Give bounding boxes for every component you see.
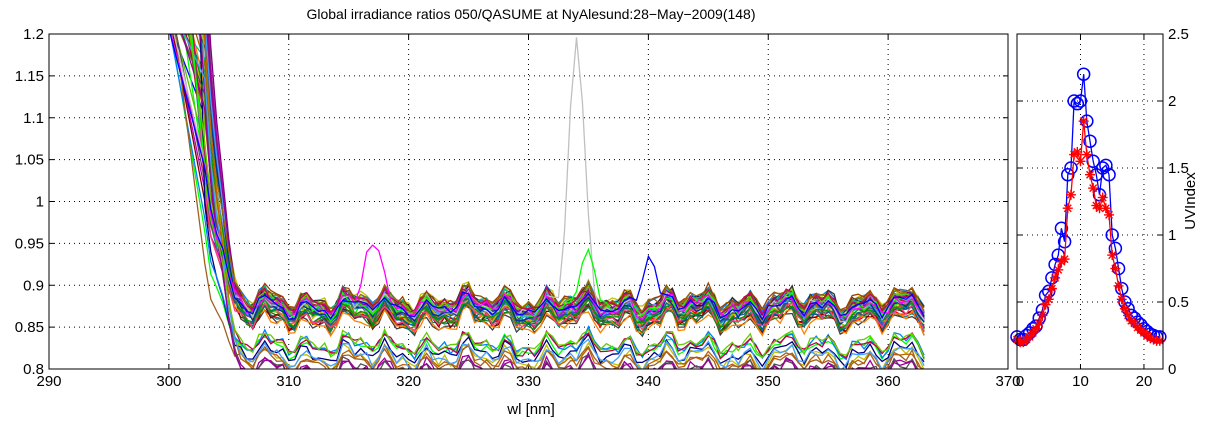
side-plot-area: 0 10 20 0 0.5 1 1.5 2 2.5 [1010, 26, 1189, 390]
uv-point-circle [1061, 167, 1075, 182]
main-chart-title: Global irradiance ratios 050/QASUME at N… [306, 6, 755, 22]
side-y-tick-label: 1 [1168, 227, 1176, 244]
uv-point-asterisk [1113, 280, 1124, 291]
uv-point-circle [1102, 167, 1116, 182]
uv-point-asterisk [1088, 183, 1099, 194]
uv-point-circle [1076, 67, 1091, 81]
main-x-tick-label: 320 [396, 373, 421, 390]
uv-point-circle [1057, 234, 1072, 249]
uv-point-asterisk [1059, 254, 1070, 265]
main-series-line [183, 34, 925, 369]
side-y-tick-label: 2.5 [1168, 26, 1189, 43]
uv-point-asterisk [1123, 310, 1134, 321]
main-y-tick-label: 0.8 [23, 361, 44, 378]
uv-point-asterisk [1034, 318, 1045, 329]
main-series-line [189, 34, 925, 359]
uv-point-asterisk [1043, 294, 1054, 305]
main-y-tick-label: 1.2 [23, 26, 44, 43]
main-x-tick-label: 370 [995, 373, 1020, 390]
main-series-line [169, 34, 925, 321]
main-y-tick-label: 0.95 [15, 235, 44, 252]
uv-point-circle [1108, 241, 1123, 256]
side-y-tick-label: 1.5 [1168, 160, 1189, 177]
main-series-line [198, 34, 925, 321]
main-x-tick-label: 340 [636, 373, 661, 390]
uv-point-asterisk [1081, 149, 1092, 160]
uv-point-asterisk [1107, 250, 1118, 261]
main-y-tick-label: 1.1 [23, 110, 44, 127]
uv-point-asterisk [1065, 189, 1076, 200]
main-x-tick-label: 290 [36, 373, 61, 390]
side-y-tick-label: 2 [1168, 93, 1176, 110]
uv-point-asterisk [1040, 299, 1051, 310]
uv-point-circle [1064, 161, 1078, 175]
uv-point-asterisk [1085, 169, 1095, 180]
uv-point-asterisk [1072, 146, 1083, 157]
main-plot-frame [48, 33, 1009, 370]
main-x-tick-label: 300 [156, 373, 181, 390]
uv-point-asterisk [1078, 116, 1089, 127]
uv-point-circle [1083, 134, 1097, 148]
side-y-axis-label: UVIndex [1182, 172, 1199, 230]
main-y-tick-label: 1.15 [15, 68, 44, 85]
main-series-line [185, 34, 925, 360]
uv-point-asterisk [1119, 303, 1130, 314]
uv-point-asterisk [1110, 263, 1121, 274]
main-series-line [202, 34, 925, 319]
main-x-axis-label: wl [nm] [506, 401, 555, 418]
uv-point-circle [1086, 154, 1100, 169]
side-x-tick-label: 20 [1136, 373, 1153, 390]
main-series-line [192, 34, 925, 316]
side-x-tick-label: 0 [1016, 373, 1024, 390]
uv-point-asterisk [1050, 272, 1061, 283]
uv-point-asterisk [1046, 283, 1057, 294]
uv-point-circle [1070, 96, 1085, 111]
uv-point-circle [1054, 221, 1069, 236]
main-series-line [192, 34, 925, 338]
main-y-tick-label: 0.9 [23, 277, 44, 294]
main-y-tick-label: 1 [36, 194, 44, 211]
side-x-tick-label: 10 [1072, 373, 1089, 390]
uv-point-asterisk [1116, 294, 1127, 305]
uv-point-circle [1067, 94, 1081, 108]
side-y-tick-label: 0 [1168, 361, 1176, 378]
main-x-tick-label: 360 [876, 373, 901, 390]
uv-point-circle [1105, 228, 1119, 242]
main-series-line [208, 34, 925, 334]
main-x-tick-label: 350 [756, 373, 781, 390]
uv-point-asterisk [1075, 156, 1086, 167]
main-series-line [174, 34, 925, 369]
side-plot-frame [1016, 33, 1164, 370]
main-x-tick-label: 310 [276, 373, 301, 390]
uv-point-asterisk [1037, 310, 1048, 321]
main-x-tick-label: 330 [516, 373, 541, 390]
uv-point-asterisk [1053, 264, 1064, 275]
side-y-tick-label: 0.5 [1168, 294, 1189, 311]
uv-point-asterisk [1031, 323, 1042, 334]
uv-point-asterisk [1097, 192, 1108, 203]
main-plot-area: 290 300 310 320 330 340 350 360 370 0.8 0.85 0.9 0.9… [15, 26, 1021, 390]
main-y-tick-label: 0.85 [15, 319, 44, 336]
uv-point-circle [1099, 158, 1113, 173]
uv-point-asterisk [1104, 209, 1115, 220]
uv-point-circle [1073, 94, 1088, 108]
main-y-tick-label: 1.05 [15, 152, 44, 169]
uv-point-asterisk [1062, 203, 1073, 214]
